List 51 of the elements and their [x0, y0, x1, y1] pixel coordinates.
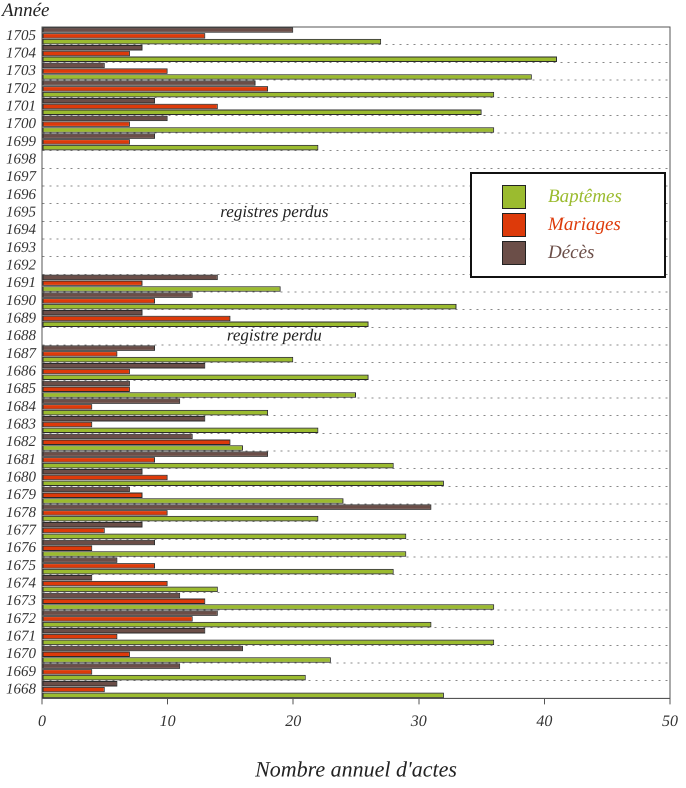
y-tick-label: 1698 — [6, 151, 36, 168]
y-tick-label: 1702 — [6, 80, 36, 97]
legend-label: Décès — [548, 242, 594, 264]
y-tick-label: 1674 — [6, 575, 36, 592]
legend-label: Baptêmes — [548, 186, 622, 208]
x-tick-label: 10 — [160, 713, 176, 730]
x-tick-label: 40 — [536, 713, 552, 730]
y-tick-label: 1669 — [6, 664, 36, 680]
y-tick-label: 1697 — [6, 169, 38, 186]
y-tick-label: 1676 — [6, 540, 36, 556]
x-tick-label: 0 — [38, 713, 46, 730]
y-tick-label: 1693 — [6, 240, 36, 256]
y-tick-label: 1683 — [6, 416, 36, 432]
x-tick-label: 30 — [410, 713, 427, 730]
y-tick-label: 1694 — [6, 222, 36, 238]
y-tick-label: 1689 — [6, 310, 36, 326]
y-tick-label: 1679 — [6, 487, 36, 504]
y-tick-label: 1690 — [6, 292, 36, 309]
x-axis-title: Nombre annuel d'actes — [254, 756, 457, 782]
y-tick-label: 1680 — [6, 469, 36, 486]
y-tick-label: 1688 — [6, 328, 36, 344]
y-tick-label: 1692 — [6, 257, 36, 274]
y-tick-label: 1685 — [6, 381, 36, 398]
x-tick-label: 20 — [285, 713, 302, 730]
y-tick-label: 1700 — [6, 116, 36, 132]
y-tick-label: 1675 — [6, 558, 36, 574]
y-tick-label: 1673 — [6, 593, 36, 610]
y-tick-label: 1677 — [6, 522, 38, 538]
y-tick-label: 1682 — [6, 434, 36, 450]
y-tick-label: 1703 — [6, 63, 36, 80]
y-tick-label: 1671 — [6, 628, 36, 644]
y-tick-label: 1699 — [6, 134, 36, 150]
y-tick-label: 1678 — [6, 504, 36, 521]
y-tick-label: 1696 — [6, 186, 36, 203]
annotation: registre perdu — [226, 326, 322, 345]
y-axis-title: Année — [2, 0, 50, 22]
legend-label: Mariages — [548, 214, 621, 236]
x-tick-label: 50 — [662, 713, 678, 730]
y-tick-label: 1681 — [6, 452, 36, 468]
y-tick-label: 1684 — [6, 398, 36, 415]
y-tick-label: 1670 — [6, 646, 36, 662]
y-tick-label: 1695 — [6, 204, 36, 220]
annotation: registres perdus — [220, 202, 329, 221]
y-tick-label: 1704 — [6, 45, 36, 62]
y-tick-label: 1686 — [6, 363, 36, 380]
y-tick-label: 1672 — [6, 610, 36, 627]
y-tick-label: 1691 — [6, 275, 36, 292]
y-tick-label: 1705 — [6, 28, 36, 44]
y-tick-label: 1668 — [6, 682, 36, 698]
y-tick-label: 1701 — [6, 98, 36, 114]
y-tick-label: 1687 — [6, 346, 38, 362]
